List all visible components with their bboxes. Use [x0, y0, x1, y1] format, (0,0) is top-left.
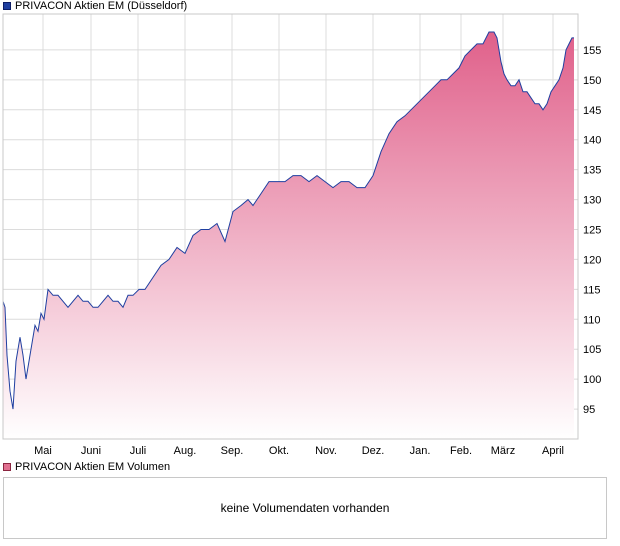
volume-legend-swatch [3, 463, 11, 471]
y-tick-label: 140 [583, 135, 601, 147]
y-tick-label: 150 [583, 75, 601, 87]
price-legend-swatch [3, 2, 11, 10]
plot-frame [2, 13, 579, 440]
x-tick-label: Sep. [221, 445, 244, 457]
y-tick-label: 115 [583, 284, 601, 296]
x-tick-label: Juli [130, 445, 147, 457]
y-tick-label: 105 [583, 344, 601, 356]
x-tick-label: Nov. [315, 445, 337, 457]
x-tick-label: Aug. [174, 445, 197, 457]
x-tick-label: Feb. [450, 445, 472, 457]
y-tick-label: 100 [583, 374, 601, 386]
y-tick-label: 95 [583, 404, 595, 416]
x-tick-label: Juni [81, 445, 101, 457]
price-chart: 95 100 105 110 115 120 125 130 135 140 145 150 155 M… [2, 13, 601, 457]
volume-panel: keine Volumendaten vorhanden [3, 477, 607, 539]
x-tick-label: April [542, 445, 564, 457]
x-tick-label: Okt. [269, 445, 289, 457]
price-legend: PRIVACON Aktien EM (Düsseldorf) [3, 0, 187, 12]
y-axis: 95 100 105 110 115 120 125 130 135 140 145 150 155 [583, 45, 601, 416]
price-area [3, 32, 574, 439]
x-tick-label: Mai [34, 445, 52, 457]
y-tick-label: 110 [583, 314, 601, 326]
y-tick-label: 155 [583, 45, 601, 57]
x-tick-label: Dez. [362, 445, 385, 457]
y-tick-label: 120 [583, 254, 601, 266]
no-volume-message: keine Volumendaten vorhanden [220, 501, 390, 515]
x-tick-label: Jan. [410, 445, 431, 457]
y-tick-label: 130 [583, 195, 601, 207]
volume-legend-label: PRIVACON Aktien EM Volumen [15, 461, 171, 473]
price-series [3, 31, 574, 439]
volume-legend: PRIVACON Aktien EM Volumen [3, 461, 170, 473]
y-tick-label: 145 [583, 105, 601, 117]
price-legend-label: PRIVACON Aktien EM (Düsseldorf) [15, 0, 188, 12]
y-tick-label: 135 [583, 165, 601, 177]
x-axis: Mai Juni Juli Aug. Sep. Okt. Nov. Dez. Jan. Feb. M… [34, 445, 564, 457]
y-tick-label: 125 [583, 224, 601, 236]
x-tick-label: März [491, 445, 515, 457]
price-line [3, 31, 574, 410]
